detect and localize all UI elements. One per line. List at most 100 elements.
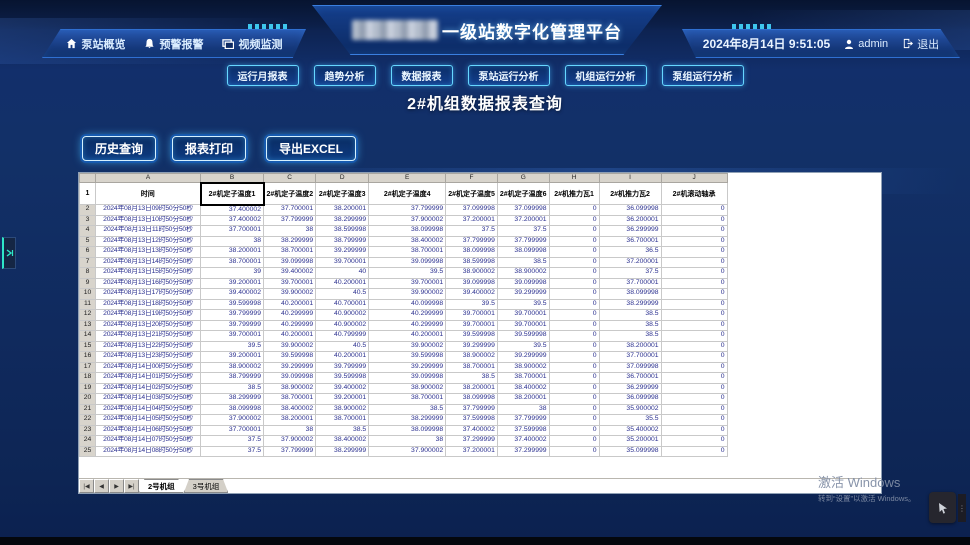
time-cell[interactable]: 2024年08月13日16时50分50秒 [95, 277, 201, 289]
value-cell[interactable]: 38.099998 [200, 403, 264, 415]
time-cell[interactable]: 2024年08月13日21时50分50秒 [95, 330, 201, 342]
value-cell[interactable]: 37.700001 [200, 225, 264, 237]
row-number[interactable]: 2 [79, 204, 96, 216]
value-cell[interactable]: 37.5 [445, 225, 498, 237]
value-cell[interactable]: 39.599998 [445, 330, 498, 342]
value-cell[interactable]: 39.400002 [200, 288, 264, 300]
time-cell[interactable]: 2024年08月13日09时50分50秒 [95, 204, 201, 216]
header-cell-G[interactable]: 2#机定子温度6 [496, 182, 550, 205]
value-cell[interactable]: 37.700001 [598, 351, 662, 363]
value-cell[interactable]: 37.5 [200, 445, 264, 457]
value-cell[interactable]: 38.799999 [200, 372, 264, 384]
row-number[interactable]: 1 [79, 182, 96, 205]
value-cell[interactable]: 38.099998 [445, 393, 498, 405]
time-cell[interactable]: 2024年08月14日08时50分50秒 [95, 445, 201, 457]
value-cell[interactable]: 0 [548, 225, 600, 237]
header-cell-I[interactable]: 2#机推力瓦2 [598, 182, 662, 205]
value-cell[interactable]: 37.700001 [598, 277, 662, 289]
value-cell[interactable]: 0 [660, 351, 728, 363]
print-report-button[interactable]: 报表打印 [172, 136, 247, 161]
time-cell[interactable]: 2024年08月13日22时50分50秒 [95, 340, 201, 352]
value-cell[interactable]: 36.700001 [598, 235, 662, 247]
sheet-tab-unit2[interactable]: 2号机组 [139, 479, 184, 493]
value-cell[interactable]: 37.5 [598, 267, 662, 279]
value-cell[interactable]: 38.900002 [445, 267, 498, 279]
row-number[interactable]: 19 [79, 382, 96, 394]
sheet-tab-unit3[interactable]: 3号机组 [183, 479, 229, 493]
value-cell[interactable]: 37.200001 [445, 214, 498, 226]
row-number[interactable]: 18 [79, 372, 96, 384]
value-cell[interactable]: 0 [548, 256, 600, 268]
row-number[interactable]: 14 [79, 330, 96, 342]
expand-panel-handle[interactable] [2, 237, 16, 269]
prev-sheet-button[interactable]: ◀ [94, 479, 109, 493]
value-cell[interactable]: 40.200001 [262, 330, 317, 342]
logout-button[interactable]: 退出 [902, 36, 939, 52]
value-cell[interactable]: 40.299999 [262, 319, 317, 331]
value-cell[interactable]: 38.5 [598, 330, 662, 342]
value-cell[interactable]: 39.700001 [496, 319, 550, 331]
time-cell[interactable]: 2024年08月14日00时50分50秒 [95, 361, 201, 373]
value-cell[interactable]: 38.099998 [598, 288, 662, 300]
value-cell[interactable]: 40.200001 [262, 298, 317, 310]
select-all-corner[interactable] [79, 173, 96, 183]
value-cell[interactable]: 0 [660, 204, 728, 216]
value-cell[interactable]: 37.400002 [200, 214, 264, 226]
value-cell[interactable]: 38.200001 [496, 393, 550, 405]
value-cell[interactable]: 39.5 [496, 340, 550, 352]
value-cell[interactable]: 37.299999 [496, 445, 550, 457]
value-cell[interactable]: 40.900002 [315, 319, 370, 331]
row-number[interactable]: 22 [79, 414, 96, 426]
value-cell[interactable]: 0 [660, 435, 728, 447]
value-cell[interactable]: 35.200001 [598, 435, 662, 447]
value-cell[interactable]: 38.099998 [496, 246, 550, 258]
value-cell[interactable]: 36.299999 [598, 225, 662, 237]
value-cell[interactable]: 37.400002 [200, 204, 264, 216]
value-cell[interactable]: 37.700001 [200, 424, 264, 436]
value-cell[interactable]: 39.900002 [262, 288, 317, 300]
time-cell[interactable]: 2024年08月13日17时50分50秒 [95, 288, 201, 300]
value-cell[interactable]: 39.299999 [496, 351, 550, 363]
value-cell[interactable]: 35.099998 [598, 445, 662, 457]
time-cell[interactable]: 2024年08月13日14时50分50秒 [95, 256, 201, 268]
nav-item-alarm[interactable]: 预警报警 [144, 36, 204, 52]
value-cell[interactable]: 37.200001 [496, 214, 550, 226]
capture-more-handle[interactable]: ⋮ [958, 494, 966, 522]
value-cell[interactable]: 0 [548, 267, 600, 279]
tab-data-report[interactable]: 数据报表 [390, 65, 453, 86]
value-cell[interactable]: 38.5 [315, 424, 370, 436]
row-number[interactable]: 3 [79, 214, 96, 226]
value-cell[interactable]: 37.5 [496, 225, 550, 237]
value-cell[interactable]: 37.5 [200, 435, 264, 447]
value-cell[interactable]: 38.900002 [368, 382, 447, 394]
value-cell[interactable]: 39.900002 [368, 340, 447, 352]
value-cell[interactable]: 39.299999 [368, 361, 447, 373]
value-cell[interactable]: 38.200001 [315, 204, 370, 216]
time-cell[interactable]: 2024年08月13日19时50分50秒 [95, 309, 201, 321]
value-cell[interactable]: 0 [548, 330, 600, 342]
value-cell[interactable]: 0 [660, 393, 728, 405]
value-cell[interactable]: 38.400002 [262, 403, 317, 415]
value-cell[interactable]: 40.700001 [315, 298, 370, 310]
column-header-F[interactable]: F [445, 173, 498, 183]
value-cell[interactable]: 38.799999 [315, 235, 370, 247]
value-cell[interactable]: 38.5 [368, 403, 447, 415]
value-cell[interactable]: 0 [548, 372, 600, 384]
value-cell[interactable]: 39.099998 [496, 277, 550, 289]
value-cell[interactable]: 39.700001 [445, 309, 498, 321]
value-cell[interactable]: 36.700001 [598, 372, 662, 384]
nav-item-station-overview[interactable]: 泵站概览 [66, 36, 126, 52]
value-cell[interactable]: 38.5 [598, 309, 662, 321]
row-number[interactable]: 17 [79, 361, 96, 373]
row-number[interactable]: 5 [79, 235, 96, 247]
value-cell[interactable]: 39.200001 [315, 393, 370, 405]
value-cell[interactable]: 39.400002 [445, 288, 498, 300]
value-cell[interactable]: 37.900002 [368, 214, 447, 226]
value-cell[interactable]: 37.700001 [262, 204, 317, 216]
value-cell[interactable]: 0 [548, 277, 600, 289]
value-cell[interactable]: 0 [548, 309, 600, 321]
value-cell[interactable]: 38.299999 [315, 214, 370, 226]
value-cell[interactable]: 38.900002 [496, 361, 550, 373]
value-cell[interactable]: 39.099998 [262, 256, 317, 268]
value-cell[interactable]: 37.799999 [496, 414, 550, 426]
